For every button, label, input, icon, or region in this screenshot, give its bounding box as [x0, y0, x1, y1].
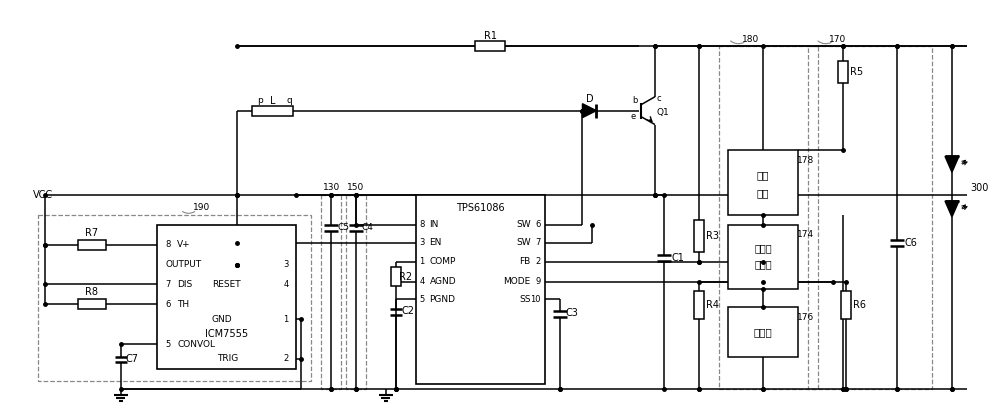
Text: DIS: DIS [177, 280, 192, 289]
Text: OUTPUT: OUTPUT [165, 260, 201, 269]
Text: C6: C6 [905, 238, 918, 248]
Text: 模数转: 模数转 [754, 243, 772, 253]
Text: C3: C3 [565, 308, 578, 318]
Polygon shape [582, 104, 596, 117]
Text: COMP: COMP [429, 257, 456, 266]
Text: 换模块: 换模块 [754, 260, 772, 270]
Text: IN: IN [429, 220, 439, 229]
Text: TRIG: TRIG [217, 354, 238, 364]
Bar [728, 308, 798, 357]
Bar [321, 195, 341, 389]
Text: 10: 10 [530, 295, 541, 304]
Bar [694, 291, 704, 319]
Text: 150: 150 [347, 183, 365, 192]
Bar [391, 266, 401, 286]
Text: EN: EN [429, 238, 442, 247]
Text: R4: R4 [706, 300, 719, 310]
Text: SW: SW [516, 238, 531, 247]
Bar [838, 61, 848, 83]
Text: 3: 3 [283, 260, 288, 269]
Bar [78, 240, 106, 250]
Text: 174: 174 [797, 230, 815, 239]
Text: 6: 6 [165, 300, 171, 309]
Text: R7: R7 [85, 228, 98, 238]
Text: b: b [632, 96, 638, 105]
Text: 滤波: 滤波 [757, 170, 769, 180]
Text: 130: 130 [323, 183, 340, 192]
Text: R6: R6 [853, 300, 866, 310]
Bar [808, 46, 932, 389]
Text: GND: GND [212, 315, 233, 324]
Text: C7: C7 [126, 354, 139, 364]
Text: D: D [586, 94, 593, 104]
Text: 300: 300 [970, 183, 988, 193]
Text: 7: 7 [165, 280, 171, 289]
Text: C5: C5 [337, 223, 349, 232]
Text: C2: C2 [401, 306, 414, 316]
Text: SW: SW [516, 220, 531, 229]
Text: R3: R3 [706, 231, 719, 241]
Text: 2: 2 [283, 354, 288, 364]
Bar [728, 225, 798, 289]
Text: 9: 9 [535, 277, 541, 286]
Text: 5: 5 [420, 295, 425, 304]
Text: c: c [657, 94, 661, 103]
Text: 1: 1 [283, 315, 288, 324]
Text: ICM7555: ICM7555 [205, 329, 248, 339]
Text: 170: 170 [829, 34, 846, 44]
Text: FB: FB [520, 257, 531, 266]
Text: MODE: MODE [504, 277, 531, 286]
Text: C1: C1 [671, 253, 684, 263]
Text: q: q [287, 96, 292, 105]
Text: RESET: RESET [212, 280, 241, 289]
Bar [841, 291, 851, 319]
Text: 5: 5 [165, 339, 171, 349]
Bar [475, 41, 505, 51]
Polygon shape [945, 156, 959, 172]
Text: p: p [257, 96, 262, 105]
Text: 3: 3 [420, 238, 425, 247]
Text: Q1: Q1 [657, 108, 669, 117]
Text: 176: 176 [797, 313, 815, 322]
Text: 8: 8 [420, 220, 425, 229]
Bar [38, 215, 311, 381]
Text: 单片机: 单片机 [754, 327, 773, 337]
Bar [728, 150, 798, 215]
Text: 模块: 模块 [757, 188, 769, 198]
Bar [78, 299, 106, 309]
Text: 7: 7 [535, 238, 541, 247]
Bar [416, 195, 545, 384]
Text: 6: 6 [535, 220, 541, 229]
Bar [694, 220, 704, 252]
Bar [719, 46, 818, 389]
Bar [157, 225, 296, 369]
Text: 1: 1 [420, 257, 425, 266]
Text: 190: 190 [193, 203, 211, 212]
Text: R1: R1 [484, 31, 497, 41]
Polygon shape [945, 201, 959, 217]
Text: AGND: AGND [429, 277, 456, 286]
Bar [346, 195, 366, 389]
Text: 2: 2 [535, 257, 541, 266]
Text: 4: 4 [283, 280, 288, 289]
Text: PGND: PGND [429, 295, 455, 304]
Text: VCC: VCC [33, 190, 53, 200]
Text: R5: R5 [850, 67, 863, 77]
Text: SS: SS [519, 295, 531, 304]
Text: R2: R2 [399, 271, 412, 281]
Text: L: L [270, 96, 275, 106]
Text: e: e [630, 112, 636, 121]
Bar [252, 106, 293, 116]
Text: 8: 8 [165, 240, 171, 249]
Text: R8: R8 [85, 288, 98, 298]
Text: TH: TH [177, 300, 189, 309]
Text: C4: C4 [362, 223, 374, 232]
Text: TPS61086: TPS61086 [456, 203, 504, 213]
Text: V+: V+ [177, 240, 191, 249]
Text: 4: 4 [420, 277, 425, 286]
Text: CONVOL: CONVOL [177, 339, 215, 349]
Text: 180: 180 [742, 34, 759, 44]
Text: 178: 178 [797, 156, 815, 165]
